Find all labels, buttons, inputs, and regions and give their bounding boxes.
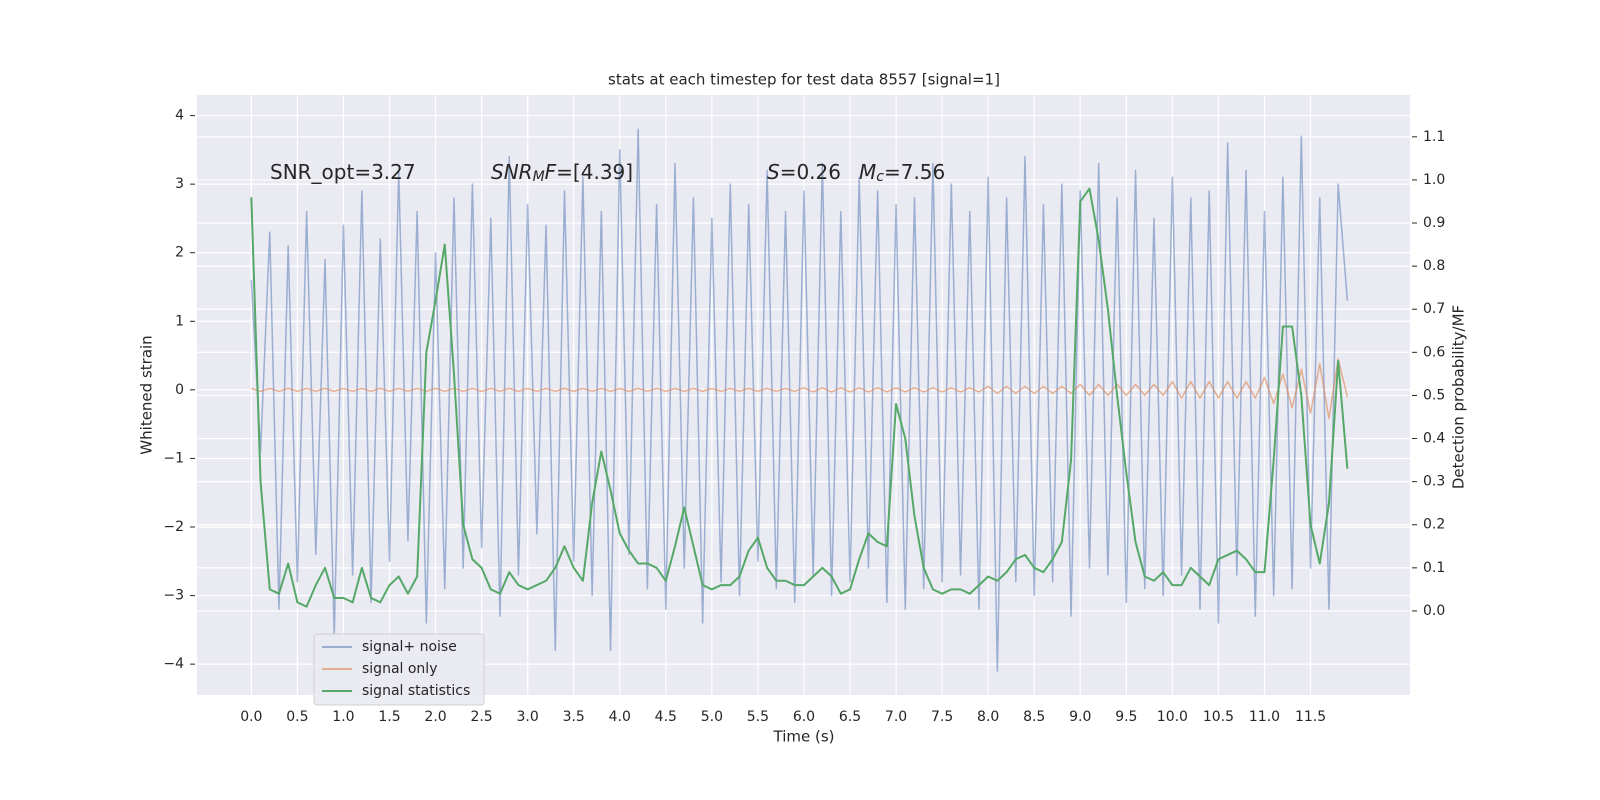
x-tick-label: 3.0 — [517, 709, 539, 725]
y2-tick-label: 0.0 — [1423, 603, 1445, 619]
x-axis-label: Time (s) — [773, 728, 835, 746]
x-tick-label: 10.0 — [1157, 709, 1188, 725]
annotation-part: M — [859, 160, 876, 184]
x-tick-label: 5.0 — [701, 709, 723, 725]
annotation: SNRMF=[4.39] — [491, 160, 633, 186]
legend-label: signal+ noise — [362, 639, 457, 655]
series — [250, 128, 1349, 672]
x-tick-label: 11.0 — [1249, 709, 1280, 725]
annotations: SNR_opt=3.27 SNRMF=[4.39] S=0.26 Mc=7.56 — [270, 160, 945, 186]
legend-label: signal only — [362, 661, 437, 677]
annotation-part: SNR_opt=3.27 — [270, 160, 416, 184]
annotation-part: c — [876, 169, 884, 185]
y2-tick-label: 0.3 — [1423, 474, 1445, 490]
ticks: 0.0 0.5 1.0 1.5 2.0 2.5 3.0 3.5 4.0 4.5 5.0 5.5 6.0 6… — [163, 108, 1445, 725]
annotation-part: SNR — [491, 160, 533, 184]
chart-title: stats at each timestep for test data 855… — [608, 71, 1000, 89]
annotation: SNR_opt=3.27 — [270, 160, 416, 184]
x-tick-label: 2.0 — [424, 709, 446, 725]
y-tick-label: −2 — [163, 519, 184, 535]
series-line — [250, 187, 1349, 608]
x-tick-label: 8.5 — [1023, 709, 1045, 725]
x-tick-label: 4.5 — [655, 709, 677, 725]
x-tick-label: 9.5 — [1115, 709, 1137, 725]
x-tick-label: 5.5 — [747, 709, 769, 725]
y-tick-label: 4 — [175, 108, 184, 124]
annotation-part: =[4.39] — [556, 160, 633, 184]
x-tick-label: 8.0 — [977, 709, 999, 725]
x-tick-label: 1.0 — [332, 709, 354, 725]
x-tick-label: 0.5 — [286, 709, 308, 725]
legend-box — [313, 633, 485, 706]
annotation-part: =0.26 — [780, 160, 841, 184]
y2-tick-label: 0.9 — [1423, 215, 1445, 231]
y-axis-label: Whitened strain — [138, 335, 156, 454]
legend-label: signal statistics — [362, 683, 470, 699]
x-tick-label: 7.5 — [931, 709, 953, 725]
y-tick-label: −3 — [163, 588, 184, 604]
y2-axis-label: Detection probability/MF — [1450, 305, 1468, 489]
x-tick-label: 2.5 — [470, 709, 492, 725]
y2-tick-label: 0.7 — [1423, 301, 1445, 317]
annotation-part: =7.56 — [884, 160, 945, 184]
y-tick-label: −4 — [163, 656, 184, 672]
y-tick-label: −1 — [163, 450, 184, 466]
x-tick-label: 4.0 — [609, 709, 631, 725]
annotation-part: F — [545, 160, 557, 184]
x-tick-label: 6.5 — [839, 709, 861, 725]
annotation-part: S — [767, 160, 780, 184]
y2-tick-label: 1.1 — [1423, 129, 1445, 145]
x-tick-label: 7.0 — [885, 709, 907, 725]
x-tick-label: 3.5 — [563, 709, 585, 725]
x-tick-label: 9.0 — [1069, 709, 1091, 725]
annotation: S=0.26 — [767, 160, 841, 184]
y-tick-label: 0 — [175, 382, 184, 398]
y-tick-label: 2 — [175, 245, 184, 261]
y2-tick-label: 0.8 — [1423, 258, 1445, 274]
y2-tick-label: 1.0 — [1423, 172, 1445, 188]
x-tick-label: 1.5 — [378, 709, 400, 725]
y-tick-label: 1 — [175, 313, 184, 329]
x-tick-label: 11.5 — [1295, 709, 1326, 725]
x-tick-label: 6.0 — [793, 709, 815, 725]
legend: signal+ noise signal only signal statistic… — [313, 633, 485, 706]
y-tick-label: 3 — [175, 176, 184, 192]
y2-tick-label: 0.1 — [1423, 560, 1445, 576]
y2-tick-label: 0.4 — [1423, 431, 1445, 447]
y2-tick-label: 0.6 — [1423, 344, 1445, 360]
y2-tick-label: 0.2 — [1423, 517, 1445, 533]
y2-tick-label: 0.5 — [1423, 387, 1445, 403]
series-line — [251, 358, 1349, 420]
annotation-part: M — [533, 169, 545, 185]
x-tick-label: 0.0 — [240, 709, 262, 725]
annotation: Mc=7.56 — [859, 160, 945, 186]
x-tick-label: 10.5 — [1203, 709, 1234, 725]
